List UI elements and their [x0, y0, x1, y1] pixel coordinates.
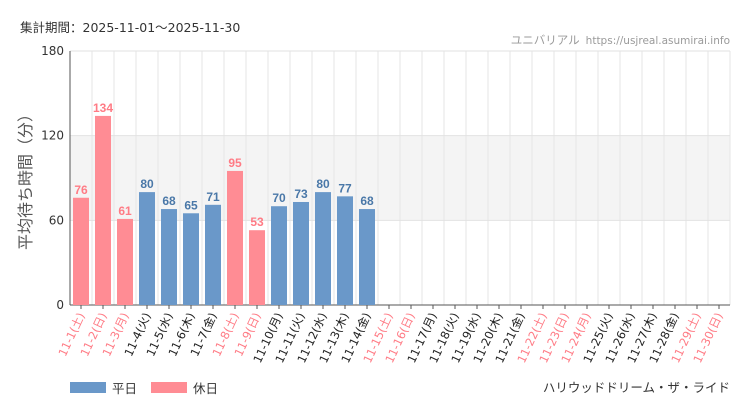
data-label: 134	[93, 101, 113, 115]
data-label: 68	[360, 194, 374, 208]
bar	[183, 213, 199, 305]
data-label: 65	[184, 198, 198, 212]
ride-name: ハリウッドドリーム・ザ・ライド	[542, 380, 730, 395]
y-tick-label: 120	[41, 129, 64, 143]
data-label: 70	[272, 191, 286, 205]
site-name[interactable]: ユニバリアル	[510, 33, 580, 47]
data-label: 80	[140, 177, 154, 191]
bar	[95, 115, 111, 306]
legend-label-holiday: 休日	[193, 381, 219, 396]
legend-swatch-holiday	[151, 382, 188, 393]
bar	[117, 218, 133, 305]
data-label: 53	[250, 215, 264, 229]
data-label: 80	[316, 177, 330, 191]
site-credit: ユニバリアル https://usjreal.asumirai.info	[511, 32, 730, 48]
legend-item-weekday[interactable]: 平日	[70, 378, 137, 397]
data-label: 95	[228, 156, 242, 170]
data-label: 71	[206, 190, 220, 204]
legend-item-holiday[interactable]: 休日	[151, 378, 218, 397]
data-label: 73	[294, 187, 308, 201]
data-label: 77	[338, 181, 352, 195]
y-tick-label: 0	[56, 298, 64, 312]
bar	[293, 201, 309, 305]
legend-swatch-weekday	[70, 382, 106, 393]
bar	[359, 209, 375, 305]
y-tick-label: 60	[49, 213, 64, 227]
bar	[227, 170, 243, 305]
data-label: 76	[74, 183, 88, 197]
bar	[315, 192, 331, 305]
bar	[205, 204, 221, 305]
bar	[337, 196, 353, 305]
legend-label-weekday: 平日	[112, 381, 138, 396]
legend: 平日 休日	[70, 378, 232, 397]
bar	[271, 206, 287, 305]
bar	[161, 209, 177, 305]
data-label: 61	[118, 204, 132, 218]
bar	[73, 197, 89, 305]
y-tick-label: 180	[41, 44, 64, 58]
bar	[249, 230, 265, 305]
data-label: 68	[162, 194, 176, 208]
bar	[139, 192, 155, 305]
period-label: 集計期間：2025-11-01〜2025-11-30	[20, 20, 241, 35]
site-url[interactable]: https://usjreal.asumirai.info	[585, 35, 730, 47]
